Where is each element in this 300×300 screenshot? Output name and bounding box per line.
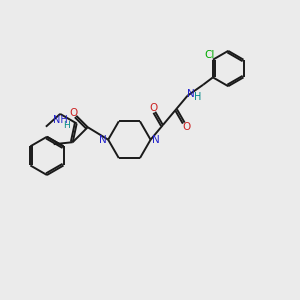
Text: H: H [63,121,70,130]
Text: O: O [182,122,190,132]
Text: Cl: Cl [204,50,214,60]
Text: H: H [194,92,201,102]
Text: NH: NH [53,116,68,125]
Text: N: N [99,135,107,145]
Text: N: N [187,88,195,99]
Text: O: O [70,108,78,118]
Text: O: O [150,103,158,113]
Text: N: N [152,135,160,145]
